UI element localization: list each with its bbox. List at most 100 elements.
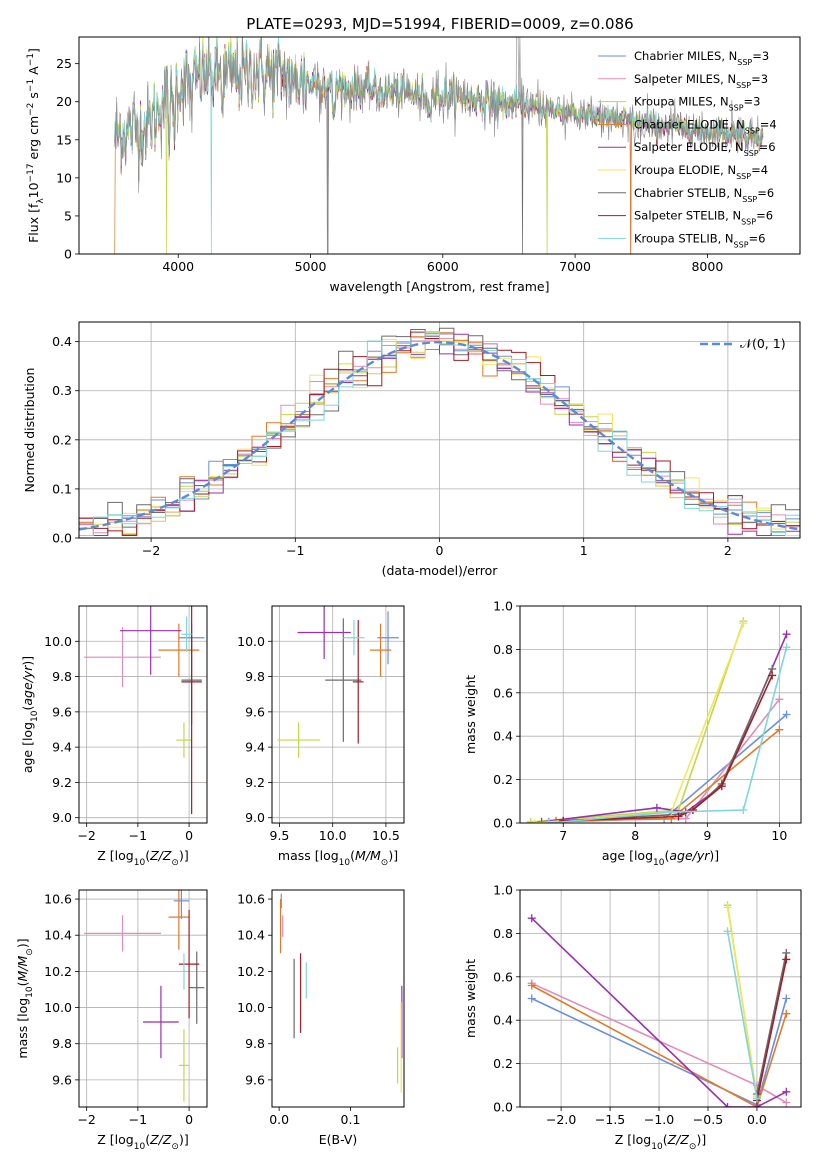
plot-area	[84, 890, 205, 1102]
x-tick-label: 0.0	[269, 1112, 289, 1127]
plot-area	[526, 617, 791, 823]
y-tick-label: 0.0	[493, 1100, 513, 1115]
y-tick-label: 10	[56, 170, 72, 185]
label-part: M/M	[15, 955, 30, 981]
y-tick-label: 0.4	[52, 334, 72, 349]
label-part: ⊙	[689, 1142, 697, 1152]
x-tick-label: −2.0	[546, 1112, 576, 1127]
label-part: mass weight	[463, 675, 478, 754]
label-part: mass weight	[463, 959, 478, 1038]
label-part: =4	[751, 163, 768, 177]
y-axis-label: Normed distribution	[22, 368, 37, 493]
plot-area	[114, 37, 764, 254]
weight-series-line	[555, 729, 780, 822]
x-tick-label: 10	[771, 828, 787, 843]
x-tick-label: 7	[559, 828, 567, 843]
label-part: 10	[339, 858, 351, 868]
y-axis-label: mass weight	[463, 675, 478, 754]
y-tick-label: 9.4	[52, 740, 72, 755]
y-tick-label: 10.0	[44, 1000, 72, 1015]
legend-entry: Kroupa MILES, NSSP=3	[634, 95, 760, 113]
weight-marker	[652, 803, 661, 812]
x-tick-label: 0	[436, 543, 444, 558]
weight-marker	[782, 710, 791, 719]
label-part: 10	[651, 1142, 663, 1152]
label-part: −2	[26, 103, 36, 116]
label-part: =3	[752, 49, 769, 63]
label-part: )]	[15, 938, 30, 948]
x-tick-label: −2	[142, 543, 160, 558]
label-part: Z [log	[97, 848, 133, 863]
y-tick-label: 0	[64, 247, 72, 262]
weight-marker	[527, 981, 536, 990]
y-tick-label: 10.6	[44, 892, 72, 907]
x-tick-label: 0	[185, 828, 193, 843]
label-part: SSP	[736, 172, 751, 181]
weight-marker	[527, 994, 536, 1003]
plot-area	[84, 606, 205, 815]
x-tick-label: 9	[703, 828, 711, 843]
y-tick-label: 1.0	[493, 883, 513, 898]
y-axis-label: age [log10(age/yr)]	[20, 656, 40, 773]
y-tick-label: 10.4	[44, 928, 72, 943]
label-part: =3	[744, 95, 761, 109]
label-part: 10	[653, 858, 665, 868]
label-part: (	[20, 706, 35, 711]
label-part: (	[663, 1132, 668, 1147]
x-axis-label: E(B-V)	[319, 1132, 358, 1147]
label-part: (	[664, 848, 669, 863]
y-tick-label: 9.0	[245, 810, 265, 825]
y-tick-label: 0.4	[493, 729, 513, 744]
y-tick-label: 9.6	[52, 1072, 72, 1087]
weight-marker	[723, 927, 732, 936]
weight-marker	[723, 903, 732, 912]
axes-frame	[78, 889, 208, 1108]
legend-entry: Salpeter ELODIE, NSSP=6	[634, 140, 776, 158]
label-part: (	[145, 1132, 150, 1147]
y-tick-label: 9.8	[245, 669, 265, 684]
x-tick-label: 4000	[162, 259, 194, 274]
weight-marker	[782, 1087, 791, 1096]
label-part: Kroupa MILES, N	[634, 95, 729, 109]
label-part: Salpeter ELODIE, N	[634, 140, 744, 154]
histogram-series	[79, 331, 800, 538]
x-tick-label: 0.1	[341, 1112, 361, 1127]
legend-entry: Kroupa ELODIE, NSSP=4	[634, 163, 768, 181]
y-tick-label: 0.8	[493, 926, 513, 941]
label-part: )]	[179, 1132, 189, 1147]
weight-series-line	[531, 984, 788, 1107]
label-part: Z [log	[615, 1132, 651, 1147]
y-tick-label: 0.4	[493, 1013, 513, 1028]
label-part: −1	[26, 53, 36, 66]
label-part: mass [log	[15, 998, 30, 1059]
legend-entry: Kroupa STELIB, NSSP=6	[634, 231, 765, 249]
label-part: Z/Z	[149, 1132, 172, 1147]
label-part: (	[350, 848, 355, 863]
weight-marker	[782, 1098, 791, 1107]
label-part: =6	[756, 209, 773, 223]
label-part: Flux [f	[26, 203, 41, 243]
x-tick-label: 8	[631, 828, 639, 843]
y-tick-label: 0.0	[493, 816, 513, 831]
label-part: )]	[179, 848, 189, 863]
label-part: )]	[388, 848, 398, 863]
y-tick-label: 15	[56, 132, 72, 147]
plot-layer: 4000 5000 6000 7000 80000510152025wavelength…	[15, 36, 802, 1152]
label-part: ]	[26, 48, 41, 53]
label-part: ⊙	[381, 858, 389, 868]
label-part: Normed distribution	[22, 368, 37, 493]
axes-spectrum: 4000 5000 6000 7000 8000 0 5 10 15 20 25 wavelength…	[26, 36, 801, 294]
weight-marker	[782, 955, 791, 964]
label-part: (data-model)/error	[382, 563, 499, 578]
figure-title: PLATE=0293, MJD=51994, FIBERID=0009, z=0…	[246, 15, 633, 33]
y-tick-label: 9.8	[245, 1036, 265, 1051]
weight-marker	[674, 812, 683, 821]
label-part: age [log	[20, 722, 35, 773]
axes-massweight-vs-Z: −2.0 −1.5 −1.0 −0.5 0.0 0.0 0.2 0.4 0.6 0.8 1.0 Z […	[463, 883, 802, 1152]
label-part: λ	[36, 198, 46, 204]
y-tick-label: 10.2	[237, 964, 265, 979]
y-tick-label: 0.0	[52, 531, 72, 546]
weight-series-line	[530, 620, 745, 823]
weight-marker	[739, 619, 748, 628]
x-tick-label: 2	[724, 543, 732, 558]
